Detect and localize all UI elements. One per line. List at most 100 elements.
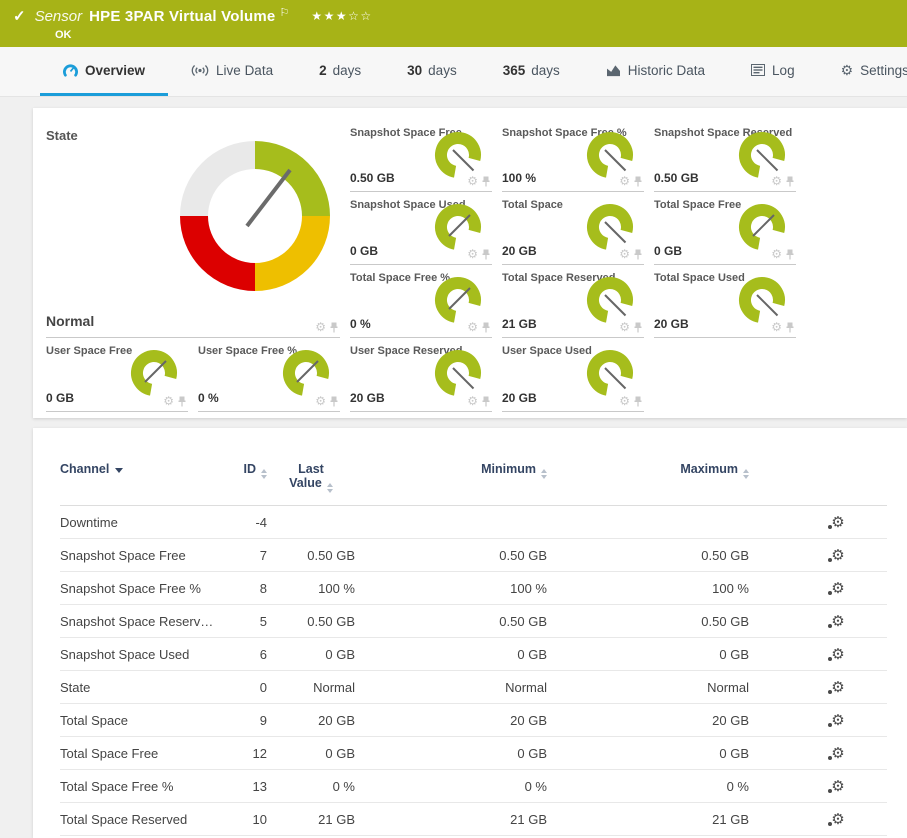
tab-365-days[interactable]: 365 days — [480, 47, 583, 96]
channel-settings-gear-icon[interactable]: ⚙ — [828, 811, 845, 828]
cell-minimum: 0 % — [524, 778, 547, 794]
priority-stars[interactable]: ★★★☆☆ — [311, 9, 373, 23]
cell-last-value: 0 GB — [325, 745, 355, 761]
channel-settings-gear-icon[interactable]: ⚙ — [828, 613, 845, 630]
cell-minimum: Normal — [505, 679, 547, 695]
gauge-pin-icon[interactable] — [786, 249, 794, 260]
tab-2-days[interactable]: 2 days — [296, 47, 384, 96]
gauge-gear-icon[interactable]: ⚙ — [771, 247, 782, 261]
gauge-gear-icon[interactable]: ⚙ — [467, 320, 478, 334]
cell-last-value — [267, 506, 355, 539]
gauge-snapshot-space-free[interactable]: Snapshot Space Free 0.50 GB ⚙ — [350, 120, 492, 192]
gauge-value: 0 % — [350, 317, 371, 331]
gauge-pin-icon[interactable] — [482, 176, 490, 187]
table-row-total-space-free[interactable]: Total Space Free % 13 0 % 0 % 0 % ⚙ — [60, 770, 887, 803]
gauge-snapshot-space-used[interactable]: Snapshot Space Used 0 GB ⚙ — [350, 192, 492, 265]
cell-channel: State — [60, 679, 91, 695]
tab-settings[interactable]: ⚙ Settings — [818, 47, 907, 96]
gauge-gear-icon[interactable]: ⚙ — [771, 320, 782, 334]
table-row-snapshot-space-reserv[interactable]: Snapshot Space Reserv… 5 0.50 GB 0.50 GB… — [60, 605, 887, 638]
gauge-title: User Space Free % — [198, 345, 298, 357]
table-row-downtime[interactable]: Downtime -4 ⚙ — [60, 506, 887, 539]
table-row-total-space-free[interactable]: Total Space Free 12 0 GB 0 GB 0 GB ⚙ — [60, 737, 887, 770]
gauge-gear-icon[interactable]: ⚙ — [315, 320, 326, 334]
cell-minimum: 100 % — [510, 580, 547, 596]
sort-arrows-icon — [326, 483, 333, 493]
gauge-pin-icon[interactable] — [330, 396, 338, 407]
cell-last-value: 20 GB — [318, 712, 355, 728]
channel-settings-gear-icon[interactable]: ⚙ — [828, 745, 845, 762]
channel-settings-gear-icon[interactable]: ⚙ — [828, 712, 845, 729]
gauge-total-space[interactable]: Total Space 20 GB ⚙ — [502, 192, 644, 265]
table-row-total-space[interactable]: Total Space 9 20 GB 20 GB 20 GB ⚙ — [60, 704, 887, 737]
channel-settings-gear-icon[interactable]: ⚙ — [828, 514, 845, 531]
gauge-gear-icon[interactable]: ⚙ — [619, 247, 630, 261]
tab-30-days[interactable]: 30 days — [384, 47, 480, 96]
gauge-pin-icon[interactable] — [482, 249, 490, 260]
tab-live-data[interactable]: Live Data — [168, 47, 296, 96]
flag-icon[interactable]: ⚐ — [279, 7, 290, 19]
gauge-user-space-free[interactable]: User Space Free % 0 % ⚙ — [198, 338, 340, 412]
table-row-snapshot-space-free[interactable]: Snapshot Space Free % 8 100 % 100 % 100 … — [60, 572, 887, 605]
table-row-snapshot-space-free[interactable]: Snapshot Space Free 7 0.50 GB 0.50 GB 0.… — [60, 539, 887, 572]
live-icon — [191, 64, 209, 77]
table-row-state[interactable]: State 0 Normal Normal Normal ⚙ — [60, 671, 887, 704]
gauge-pin-icon[interactable] — [634, 249, 642, 260]
gauge-pin-icon[interactable] — [634, 322, 642, 333]
column-header-maximum[interactable]: Maximum — [547, 448, 749, 506]
sort-arrows-icon — [261, 469, 267, 479]
cell-maximum: Normal — [707, 679, 749, 695]
tab-label: Historic Data — [627, 62, 706, 78]
table-row-total-space-reserved[interactable]: Total Space Reserved 10 21 GB 21 GB 21 G… — [60, 803, 887, 836]
gauge-gear-icon[interactable]: ⚙ — [315, 394, 326, 408]
gauge-gear-icon[interactable]: ⚙ — [619, 174, 630, 188]
channel-settings-gear-icon[interactable]: ⚙ — [828, 547, 845, 564]
gauge-value: 20 GB — [502, 244, 537, 258]
gauge-snapshot-space-free[interactable]: Snapshot Space Free % 100 % ⚙ — [502, 120, 644, 192]
gauge-state[interactable]: State Normal ⚙ — [46, 120, 340, 338]
gauge-gear-icon[interactable]: ⚙ — [467, 174, 478, 188]
gauge-gear-icon[interactable]: ⚙ — [771, 174, 782, 188]
channel-settings-gear-icon[interactable]: ⚙ — [828, 646, 845, 663]
tab-overview[interactable]: Overview — [40, 47, 169, 96]
gauge-pin-icon[interactable] — [330, 322, 338, 333]
gauge-user-space-reserved[interactable]: User Space Reserved 20 GB ⚙ — [350, 338, 492, 412]
gauge-snapshot-space-reserved[interactable]: Snapshot Space Reserved 0.50 GB ⚙ — [654, 120, 796, 192]
gauge-gear-icon[interactable]: ⚙ — [467, 394, 478, 408]
channel-settings-gear-icon[interactable]: ⚙ — [828, 778, 845, 795]
gauge-pin-icon[interactable] — [786, 176, 794, 187]
cell-settings: ⚙ — [749, 770, 887, 803]
gauge-gear-icon[interactable]: ⚙ — [467, 247, 478, 261]
channel-settings-gear-icon[interactable]: ⚙ — [828, 580, 845, 597]
gauge-pin-icon[interactable] — [482, 396, 490, 407]
gauge-pin-icon[interactable] — [178, 396, 186, 407]
gauge-title: Total Space Reserved — [502, 272, 616, 284]
channel-settings-gear-icon[interactable]: ⚙ — [828, 679, 845, 696]
tab-label: days — [531, 62, 560, 78]
cell-last-value: 0 % — [332, 778, 355, 794]
gauge-gear-icon[interactable]: ⚙ — [619, 394, 630, 408]
column-header-channel[interactable]: Channel — [60, 448, 220, 506]
gauge-total-space-reserved[interactable]: Total Space Reserved 21 GB ⚙ — [502, 265, 644, 338]
gauge-title: State — [46, 128, 78, 143]
table-row-snapshot-space-used[interactable]: Snapshot Space Used 6 0 GB 0 GB 0 GB ⚙ — [60, 638, 887, 671]
gauge-total-space-used[interactable]: Total Space Used 20 GB ⚙ — [654, 265, 796, 338]
gauge-user-space-free[interactable]: User Space Free 0 GB ⚙ — [46, 338, 188, 412]
gauge-gear-icon[interactable]: ⚙ — [619, 320, 630, 334]
gauge-pin-icon[interactable] — [634, 176, 642, 187]
column-header-minimum[interactable]: Minimum — [355, 448, 547, 506]
gauge-pin-icon[interactable] — [786, 322, 794, 333]
gauge-user-space-used[interactable]: User Space Used 20 GB ⚙ — [502, 338, 644, 412]
column-header-id[interactable]: ID — [220, 448, 267, 506]
tab-log[interactable]: Log — [728, 47, 818, 96]
mini-radial-gauge — [587, 277, 633, 323]
tab-historic-data[interactable]: Historic Data — [583, 47, 728, 96]
gauge-pin-icon[interactable] — [634, 396, 642, 407]
gauge-total-space-free[interactable]: Total Space Free 0 GB ⚙ — [654, 192, 796, 265]
cell-maximum: 0 % — [726, 778, 749, 794]
column-header-last-value[interactable]: Last Value — [267, 448, 355, 506]
gauge-gear-icon[interactable]: ⚙ — [163, 394, 174, 408]
gauge-total-space-free[interactable]: Total Space Free % 0 % ⚙ — [350, 265, 492, 338]
gauge-value: 20 GB — [350, 391, 385, 405]
gauge-pin-icon[interactable] — [482, 322, 490, 333]
